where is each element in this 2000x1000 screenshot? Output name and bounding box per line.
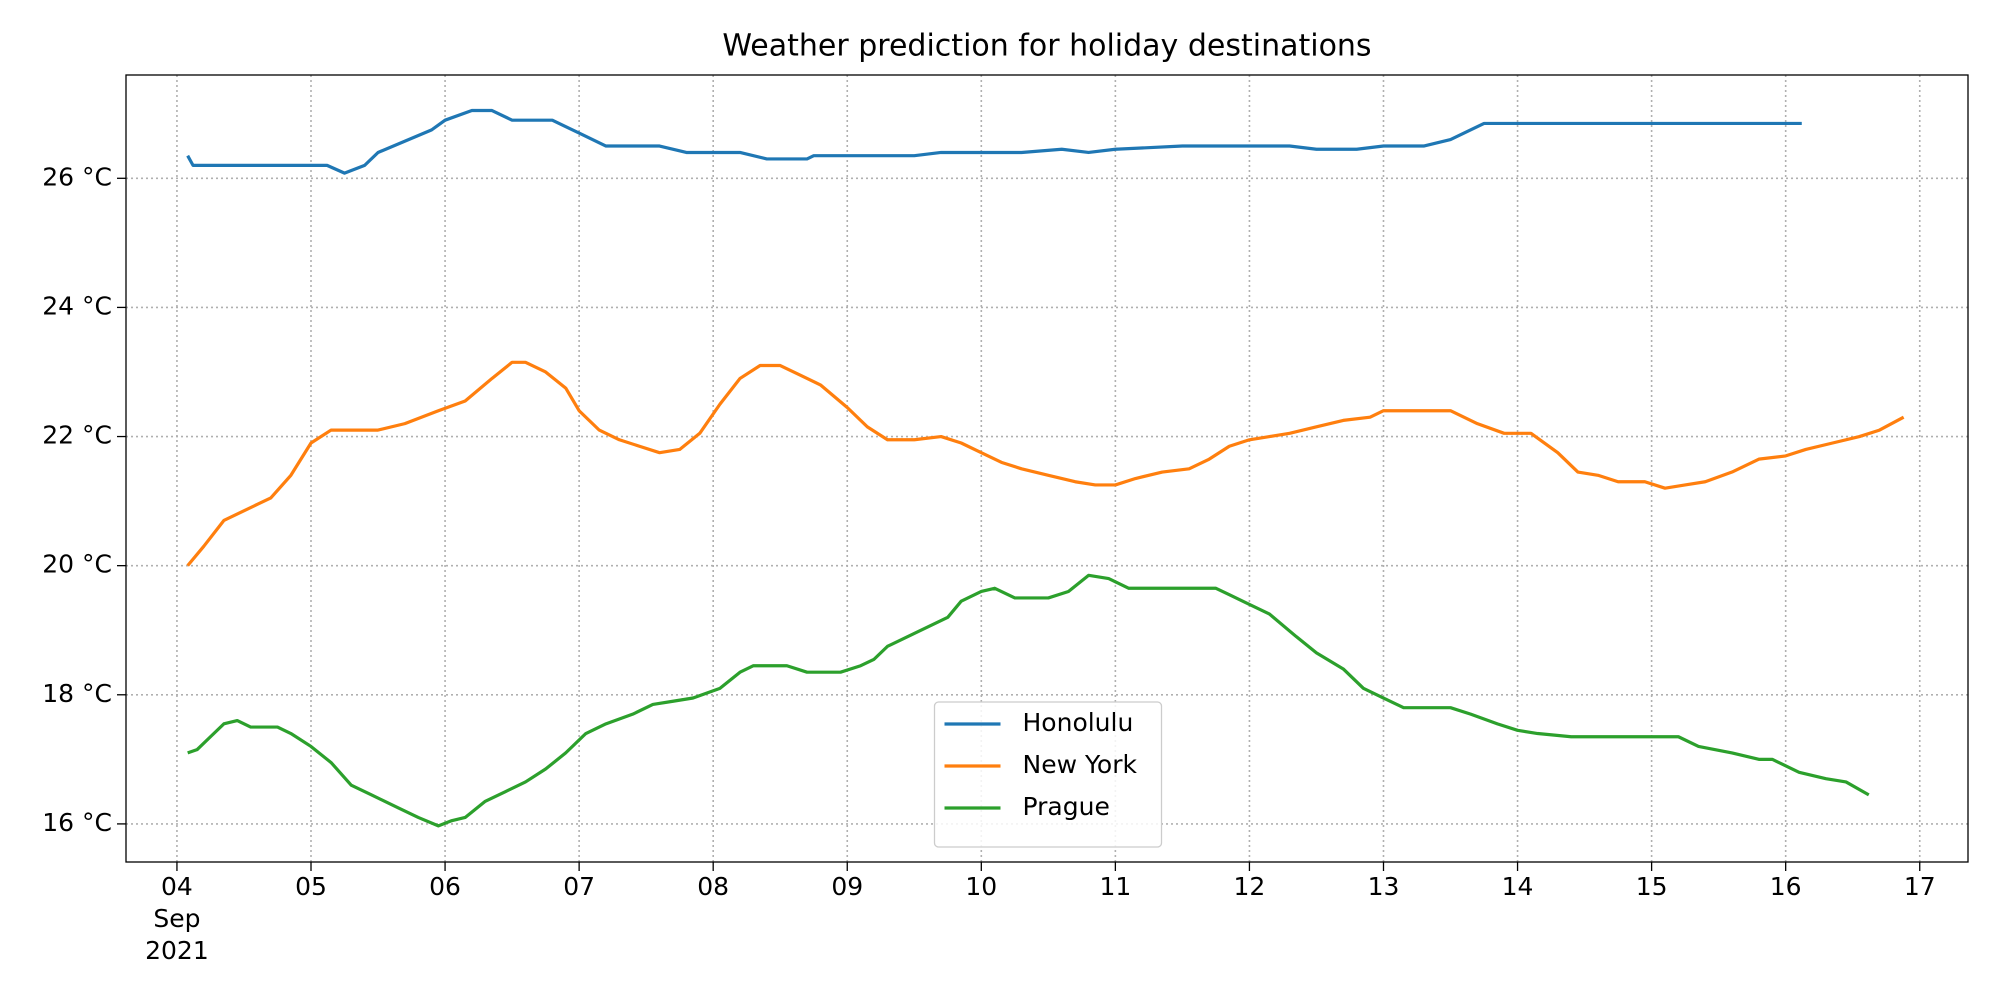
x-tick-label: 11 bbox=[1099, 872, 1131, 901]
y-tick-label: 16 °C bbox=[42, 808, 112, 837]
x-tick-label: 10 bbox=[965, 872, 997, 901]
x-tick-label: 16 bbox=[1770, 872, 1802, 901]
legend-label: New York bbox=[1023, 750, 1138, 779]
legend-box bbox=[933, 701, 1163, 848]
legend: Honolulu New York Prague bbox=[933, 701, 1163, 848]
y-tick-label: 22 °C bbox=[42, 421, 112, 450]
x-tick-label: 15 bbox=[1636, 872, 1668, 901]
x-tick-label: 07 bbox=[563, 872, 595, 901]
y-tick-label: 26 °C bbox=[42, 162, 112, 191]
x-tick-label: 13 bbox=[1368, 872, 1400, 901]
line-series bbox=[186, 108, 1802, 175]
x-year-label: 2021 bbox=[145, 936, 209, 965]
x-tick-label: 12 bbox=[1234, 872, 1266, 901]
x-tick-label: 06 bbox=[429, 872, 461, 901]
x-tick-label: 14 bbox=[1502, 872, 1534, 901]
line-series bbox=[187, 573, 1870, 828]
plot-frame bbox=[125, 74, 1969, 863]
chart-title: Weather prediction for holiday destinati… bbox=[722, 29, 1371, 64]
x-tick-label: 05 bbox=[295, 872, 327, 901]
x-tick-label: 04 bbox=[161, 872, 193, 901]
legend-label: Honolulu bbox=[1023, 708, 1134, 737]
x-tick-label: 08 bbox=[697, 872, 729, 901]
x-month-label: Sep bbox=[153, 904, 200, 933]
y-tick-label: 18 °C bbox=[42, 679, 112, 708]
x-tick-label: 17 bbox=[1904, 872, 1936, 901]
x-tick-label: 09 bbox=[831, 872, 863, 901]
legend-label: Prague bbox=[1023, 792, 1110, 821]
y-tick-label: 24 °C bbox=[42, 291, 112, 320]
line-series bbox=[186, 360, 1905, 567]
y-tick-label: 20 °C bbox=[42, 550, 112, 579]
